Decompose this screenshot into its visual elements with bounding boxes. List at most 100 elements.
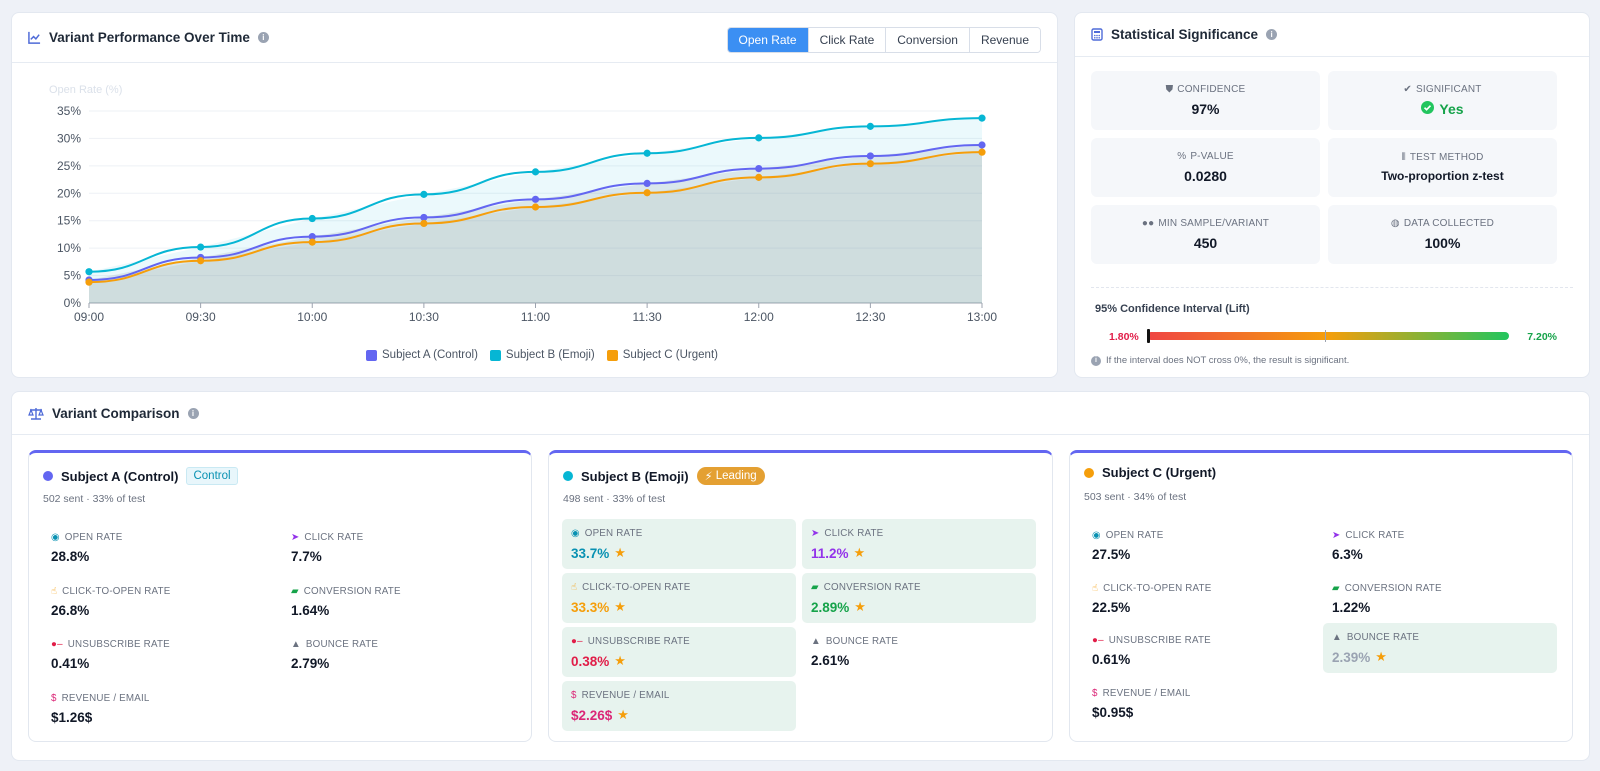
stat-p-value: % P-VALUE 0.0280 [1091,138,1320,197]
data-point [197,243,205,251]
user-minus-icon: ●– [51,639,63,650]
tab-revenue[interactable]: Revenue [969,28,1040,52]
variant-card-b: Subject B (Emoji) ⚡ Leading 498 sent · 33… [548,450,1053,742]
stat-significant: ✔ SIGNIFICANT Yes [1328,71,1557,130]
y-tick-label: 10% [57,241,81,255]
legend-swatch [606,349,618,361]
leading-badge: ⚡ Leading [696,467,765,485]
data-point [866,160,874,168]
calculator-icon [1091,28,1103,41]
performance-title: Variant Performance Over Time [49,30,250,45]
metric-bounce-rate: ▲ BOUNCE RATE 2.61% [802,627,1036,677]
legend-label: Subject C (Urgent) [622,349,718,361]
metric-label: BOUNCE RATE [1346,632,1420,643]
x-tick-label: 12:00 [744,310,774,324]
data-point [531,168,540,176]
metric-unsubscribe-rate: ●– UNSUBSCRIBE RATE 0.41% [42,630,276,680]
stat-value: 97% [1191,101,1220,117]
metric-label: CONVERSION RATE [1344,583,1442,594]
data-point [755,134,763,142]
data-point [531,203,540,211]
ci-low-value: 1.80% [1109,331,1139,343]
significance-header: Statistical Significance i [1075,13,1589,57]
data-point [643,179,651,188]
data-point [308,233,316,241]
bolt-icon: ⚡ [704,471,713,483]
info-icon[interactable]: i [257,32,269,43]
metric-value: 1.22% [1332,600,1371,615]
variant-sent: 502 sent · 33% of test [43,493,146,505]
metric-tabs: Open Rate Click Rate Conversion Revenue [726,27,1041,53]
metric-value: $0.95$ [1092,705,1134,720]
ci-zero-marker [1325,330,1326,342]
metric-label: CLICK-TO-OPEN RATE [62,586,171,597]
y-tick-label: 30% [57,131,81,145]
series-area [89,152,982,303]
info-icon[interactable]: i [187,407,199,419]
legend-item-a[interactable]: Subject A (Control) [366,349,478,361]
data-point [420,213,428,222]
metric-label: UNSUBSCRIBE RATE [587,636,690,647]
hand-pointer-icon: ☝ [571,582,578,593]
variant-name: Subject C (Urgent) [1102,465,1217,480]
metric-value: 2.89% [811,599,850,615]
tab-conversion[interactable]: Conversion [886,28,970,52]
vials-icon: ⫴ [1401,152,1406,163]
y-tick-label: 5% [64,269,82,283]
y-tick-label: 25% [57,159,81,173]
legend-item-c[interactable]: Subject C (Urgent) [606,349,718,361]
eye-icon: ◉ [51,532,60,543]
stats-grid: ⛊ CONFIDENCE 97% ✔ SIGNIFICANT Yes % P-VALU… [1091,71,1557,264]
stat-label: TEST METHOD [1409,152,1484,163]
star-icon: ★ [617,707,629,722]
x-tick-label: 11:00 [521,310,550,324]
x-tick-label: 09:30 [186,310,216,324]
comparison-title: Variant Comparison [52,405,180,421]
metric-revenue-per-email: $ REVENUE / EMAIL $2.26$ ★ [562,681,796,731]
warning-icon: ▲ [811,636,821,647]
variant-card-a: Subject A (Control) Control 502 sent · 3… [28,450,532,742]
star-icon: ★ [853,545,866,560]
y-tick-label: 15% [57,214,81,228]
performance-header: Variant Performance Over Time i [12,13,1057,63]
control-badge: Control [186,467,238,485]
x-tick-label: 11:30 [633,310,662,324]
stat-value: 100% [1424,235,1461,251]
metric-label: OPEN RATE [584,528,643,539]
info-icon[interactable]: i [1266,29,1278,40]
variant-sent: 498 sent · 33% of test [563,493,666,505]
user-minus-icon: ●– [571,636,583,647]
metric-value: 28.8% [51,549,90,564]
metric-value: 6.3% [1332,547,1363,562]
performance-card: Variant Performance Over Time i Open Rat… [11,12,1058,378]
variant-name: Subject B (Emoji) [581,468,689,484]
metric-conversion-rate: ▰ CONVERSION RATE 1.64% [282,577,516,627]
balance-scale-icon [28,407,44,420]
metric-click-rate: ➤ CLICK RATE 6.3% [1323,521,1557,571]
metric-conversion-rate: ▰ CONVERSION RATE 1.22% [1323,574,1557,624]
data-point [978,114,986,122]
info-icon: i [1091,355,1101,366]
metric-value: 22.5% [1092,600,1131,615]
tab-click-rate[interactable]: Click Rate [808,28,887,52]
metric-click-rate: ➤ CLICK RATE 11.2% ★ [802,519,1036,569]
y-tick-label: 20% [57,186,81,200]
metric-value: 2.61% [811,653,850,668]
stat-test-method: ⫴ TEST METHOD Two-proportion z-test [1328,138,1557,197]
data-point [755,165,763,173]
legend-item-b[interactable]: Subject B (Emoji) [489,349,595,361]
user-minus-icon: ●– [1092,635,1104,646]
tab-open-rate[interactable]: Open Rate [727,28,809,52]
variant-color-dot [43,471,53,481]
metric-label: OPEN RATE [64,532,123,543]
stat-value: Yes [1439,101,1464,117]
metric-open-rate: ◉ OPEN RATE 28.8% [42,523,276,573]
metric-value: 7.7% [291,549,322,564]
metric-revenue-per-email: $ REVENUE / EMAIL $0.95$ [1083,679,1317,729]
metric-label: BOUNCE RATE [305,639,379,650]
metric-cto-rate: ☝ CLICK-TO-OPEN RATE 26.8% [42,577,276,627]
data-point [866,152,874,160]
data-point [978,148,986,156]
metric-label: REVENUE / EMAIL [1102,688,1191,699]
stat-min-sample: ●● MIN SAMPLE/VARIANT 450 [1091,205,1320,264]
